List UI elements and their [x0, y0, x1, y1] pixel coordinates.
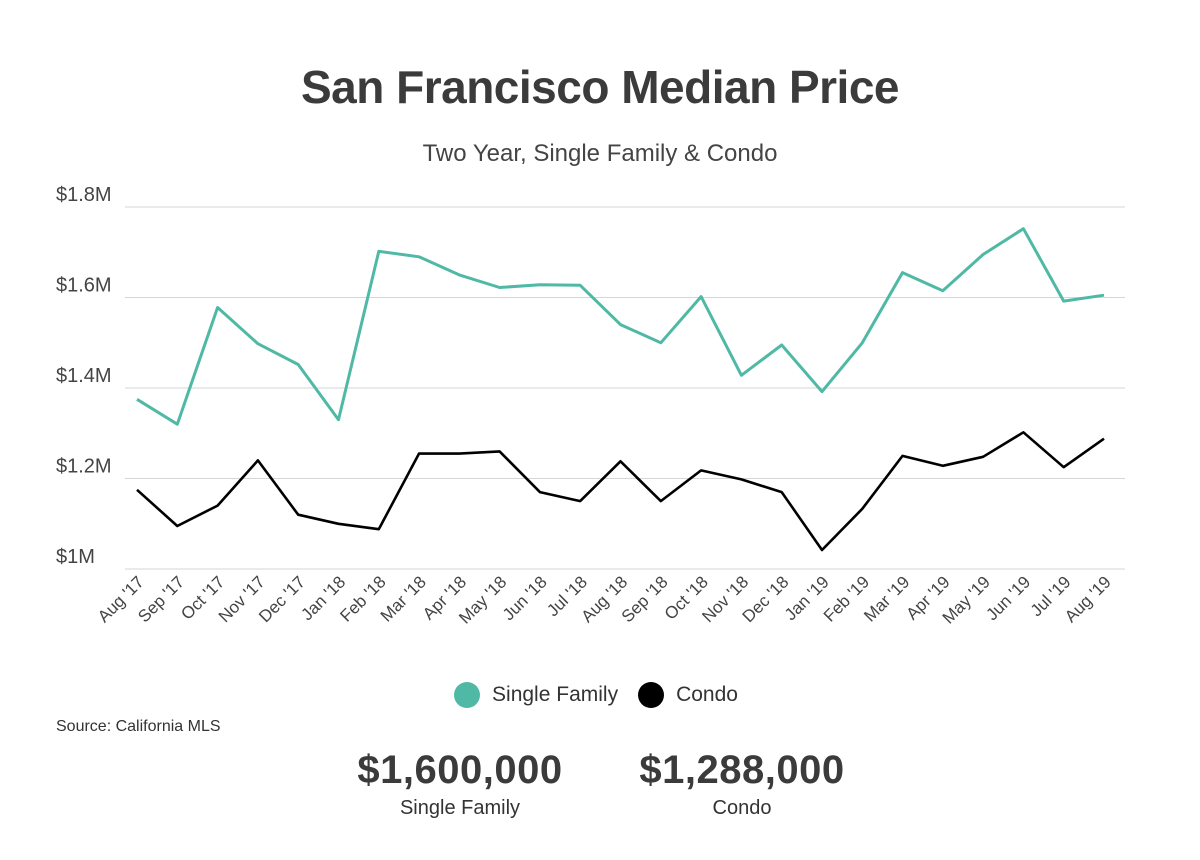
series-line-condo — [136, 430, 1105, 552]
legend-swatch-condo — [638, 682, 665, 708]
y-tick-label: $1.6M — [56, 275, 112, 297]
y-tick-label: $1.2M — [56, 456, 112, 478]
chart-gridlines — [125, 206, 1125, 570]
legend-swatch-single-family — [454, 682, 481, 708]
chart-title: San Francisco Median Price — [300, 61, 900, 113]
summary-condo: $1,288,000 Condo — [622, 748, 862, 820]
legend-label-condo: Condo — [676, 683, 738, 706]
chart-series — [136, 227, 1105, 552]
summary-single-family: $1,600,000 Single Family — [340, 748, 580, 820]
series-line-single-family — [136, 227, 1105, 426]
chart-legend: Single Family Condo — [0, 682, 1200, 708]
summary-label-condo: Condo — [712, 797, 772, 819]
y-tick-label: $1.4M — [56, 365, 112, 387]
summary-label-single-family: Single Family — [399, 797, 521, 819]
legend-item-condo: Condo — [638, 682, 738, 708]
y-tick-label: $1M — [56, 546, 95, 568]
x-tick-label: Mar '19 — [860, 572, 913, 625]
legend-label-single-family: Single Family — [492, 683, 619, 706]
summary-value-single-family: $1,600,000 — [357, 748, 563, 792]
y-axis: $1M $1.2M $1.4M $1.6M $1.8M — [56, 184, 112, 568]
x-tick-label: Jun '19 — [982, 572, 1034, 624]
x-tick-label: Jun '18 — [499, 572, 551, 624]
x-tick-label: Mar '18 — [377, 572, 430, 625]
legend-item-single-family: Single Family — [454, 682, 618, 708]
chart-subtitle: Two Year, Single Family & Condo — [422, 140, 778, 167]
source-note: Source: California MLS — [56, 718, 221, 735]
y-tick-label: $1.8M — [56, 184, 112, 206]
summary-value-condo: $1,288,000 — [639, 748, 845, 792]
